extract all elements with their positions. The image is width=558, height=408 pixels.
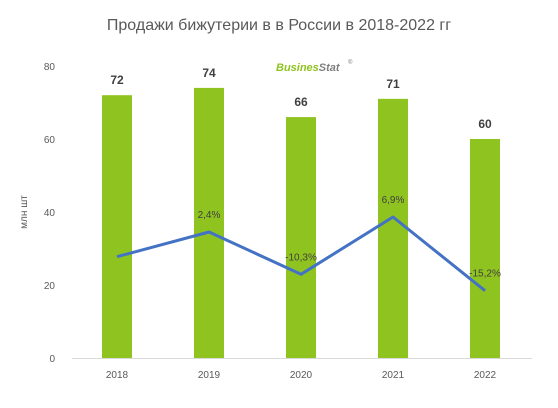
y-tick-label: 40: [44, 208, 56, 219]
bar-value-label: 66: [294, 95, 308, 109]
x-tick-label: 2020: [290, 370, 313, 381]
bar-value-labels: 72 74 66 71 60: [110, 66, 492, 131]
bar: [286, 117, 316, 358]
x-tick-label: 2021: [382, 370, 405, 381]
bar: [470, 139, 500, 358]
growth-labels: 2,4% -10,3% 6,9% -15,2%: [198, 195, 501, 280]
x-tick-label: 2018: [106, 370, 129, 381]
bar: [194, 87, 224, 359]
logo: BusinesStat ®: [276, 59, 353, 74]
chart-title: Продажи бижутерии в в России в 2018-2022…: [107, 17, 451, 34]
x-tick-label: 2019: [198, 370, 221, 381]
bars: [102, 87, 500, 359]
bar: [378, 98, 408, 358]
y-tick-label: 80: [44, 62, 56, 73]
logo-text-a: Busines: [276, 62, 319, 74]
y-tick-label: 0: [49, 354, 55, 365]
logo-mark: ®: [348, 59, 353, 66]
y-tick-label: 20: [44, 281, 56, 292]
growth-line: [116, 215, 486, 292]
bar-value-label: 71: [386, 77, 400, 91]
y-axis-label: млн шт: [19, 195, 30, 229]
bar-value-label: 74: [202, 66, 216, 80]
growth-label: -10,3%: [285, 252, 317, 263]
y-tick-label: 60: [44, 135, 56, 146]
bar-value-label: 60: [478, 117, 492, 131]
bar-value-label: 72: [110, 73, 124, 87]
growth-label: 6,9%: [382, 195, 405, 206]
growth-label: -15,2%: [469, 269, 501, 280]
x-tick-label: 2022: [474, 370, 497, 381]
y-axis-ticks: 0 20 40 60 80: [44, 62, 56, 365]
growth-label: 2,4%: [198, 210, 221, 221]
logo-text: BusinesStat: [276, 62, 341, 74]
bar: [102, 95, 132, 358]
logo-text-b: Stat: [319, 62, 341, 74]
x-axis-ticks: 2018 2019 2020 2021 2022: [106, 370, 497, 381]
